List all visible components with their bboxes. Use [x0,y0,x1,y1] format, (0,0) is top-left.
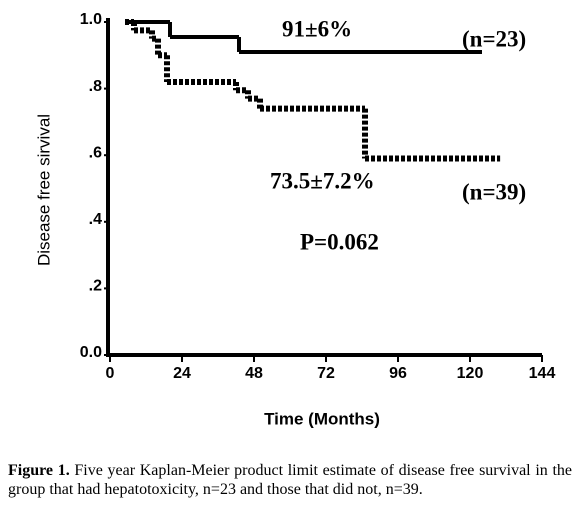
x-tick-label: 96 [389,365,407,382]
annotation: (n=39) [462,179,526,204]
y-tick-label: .6 [89,144,102,161]
caption-text: Five year Kaplan-Meier product limit est… [8,462,572,498]
caption: Figure 1. Five year Kaplan-Meier product… [8,461,572,499]
x-tick-label: 120 [457,365,484,382]
annotation: P=0.062 [300,229,379,254]
y-tick-label: .2 [89,278,102,295]
x-tick-label: 48 [245,365,263,382]
y-tick-label: 0.0 [80,344,102,361]
y-tick-label: 1.0 [80,11,102,28]
x-axis-label: Time (Months) [264,409,380,428]
caption-label: Figure 1. [8,462,70,479]
chart: Disease free sirvival Time (Months) 91±6… [34,11,556,428]
annotation: 73.5±7.2% [270,168,375,193]
annotation: 91±6% [282,16,352,41]
x-tick-label: 0 [106,365,115,382]
y-tick-label: .4 [89,211,102,228]
y-tick-label: .8 [89,78,102,95]
x-tick-label: 72 [317,365,335,382]
x-tick-label: 144 [529,365,556,382]
y-axis-label: Disease free sirvival [34,114,53,266]
x-tick-label: 24 [173,365,191,382]
annotation: (n=23) [462,26,526,51]
